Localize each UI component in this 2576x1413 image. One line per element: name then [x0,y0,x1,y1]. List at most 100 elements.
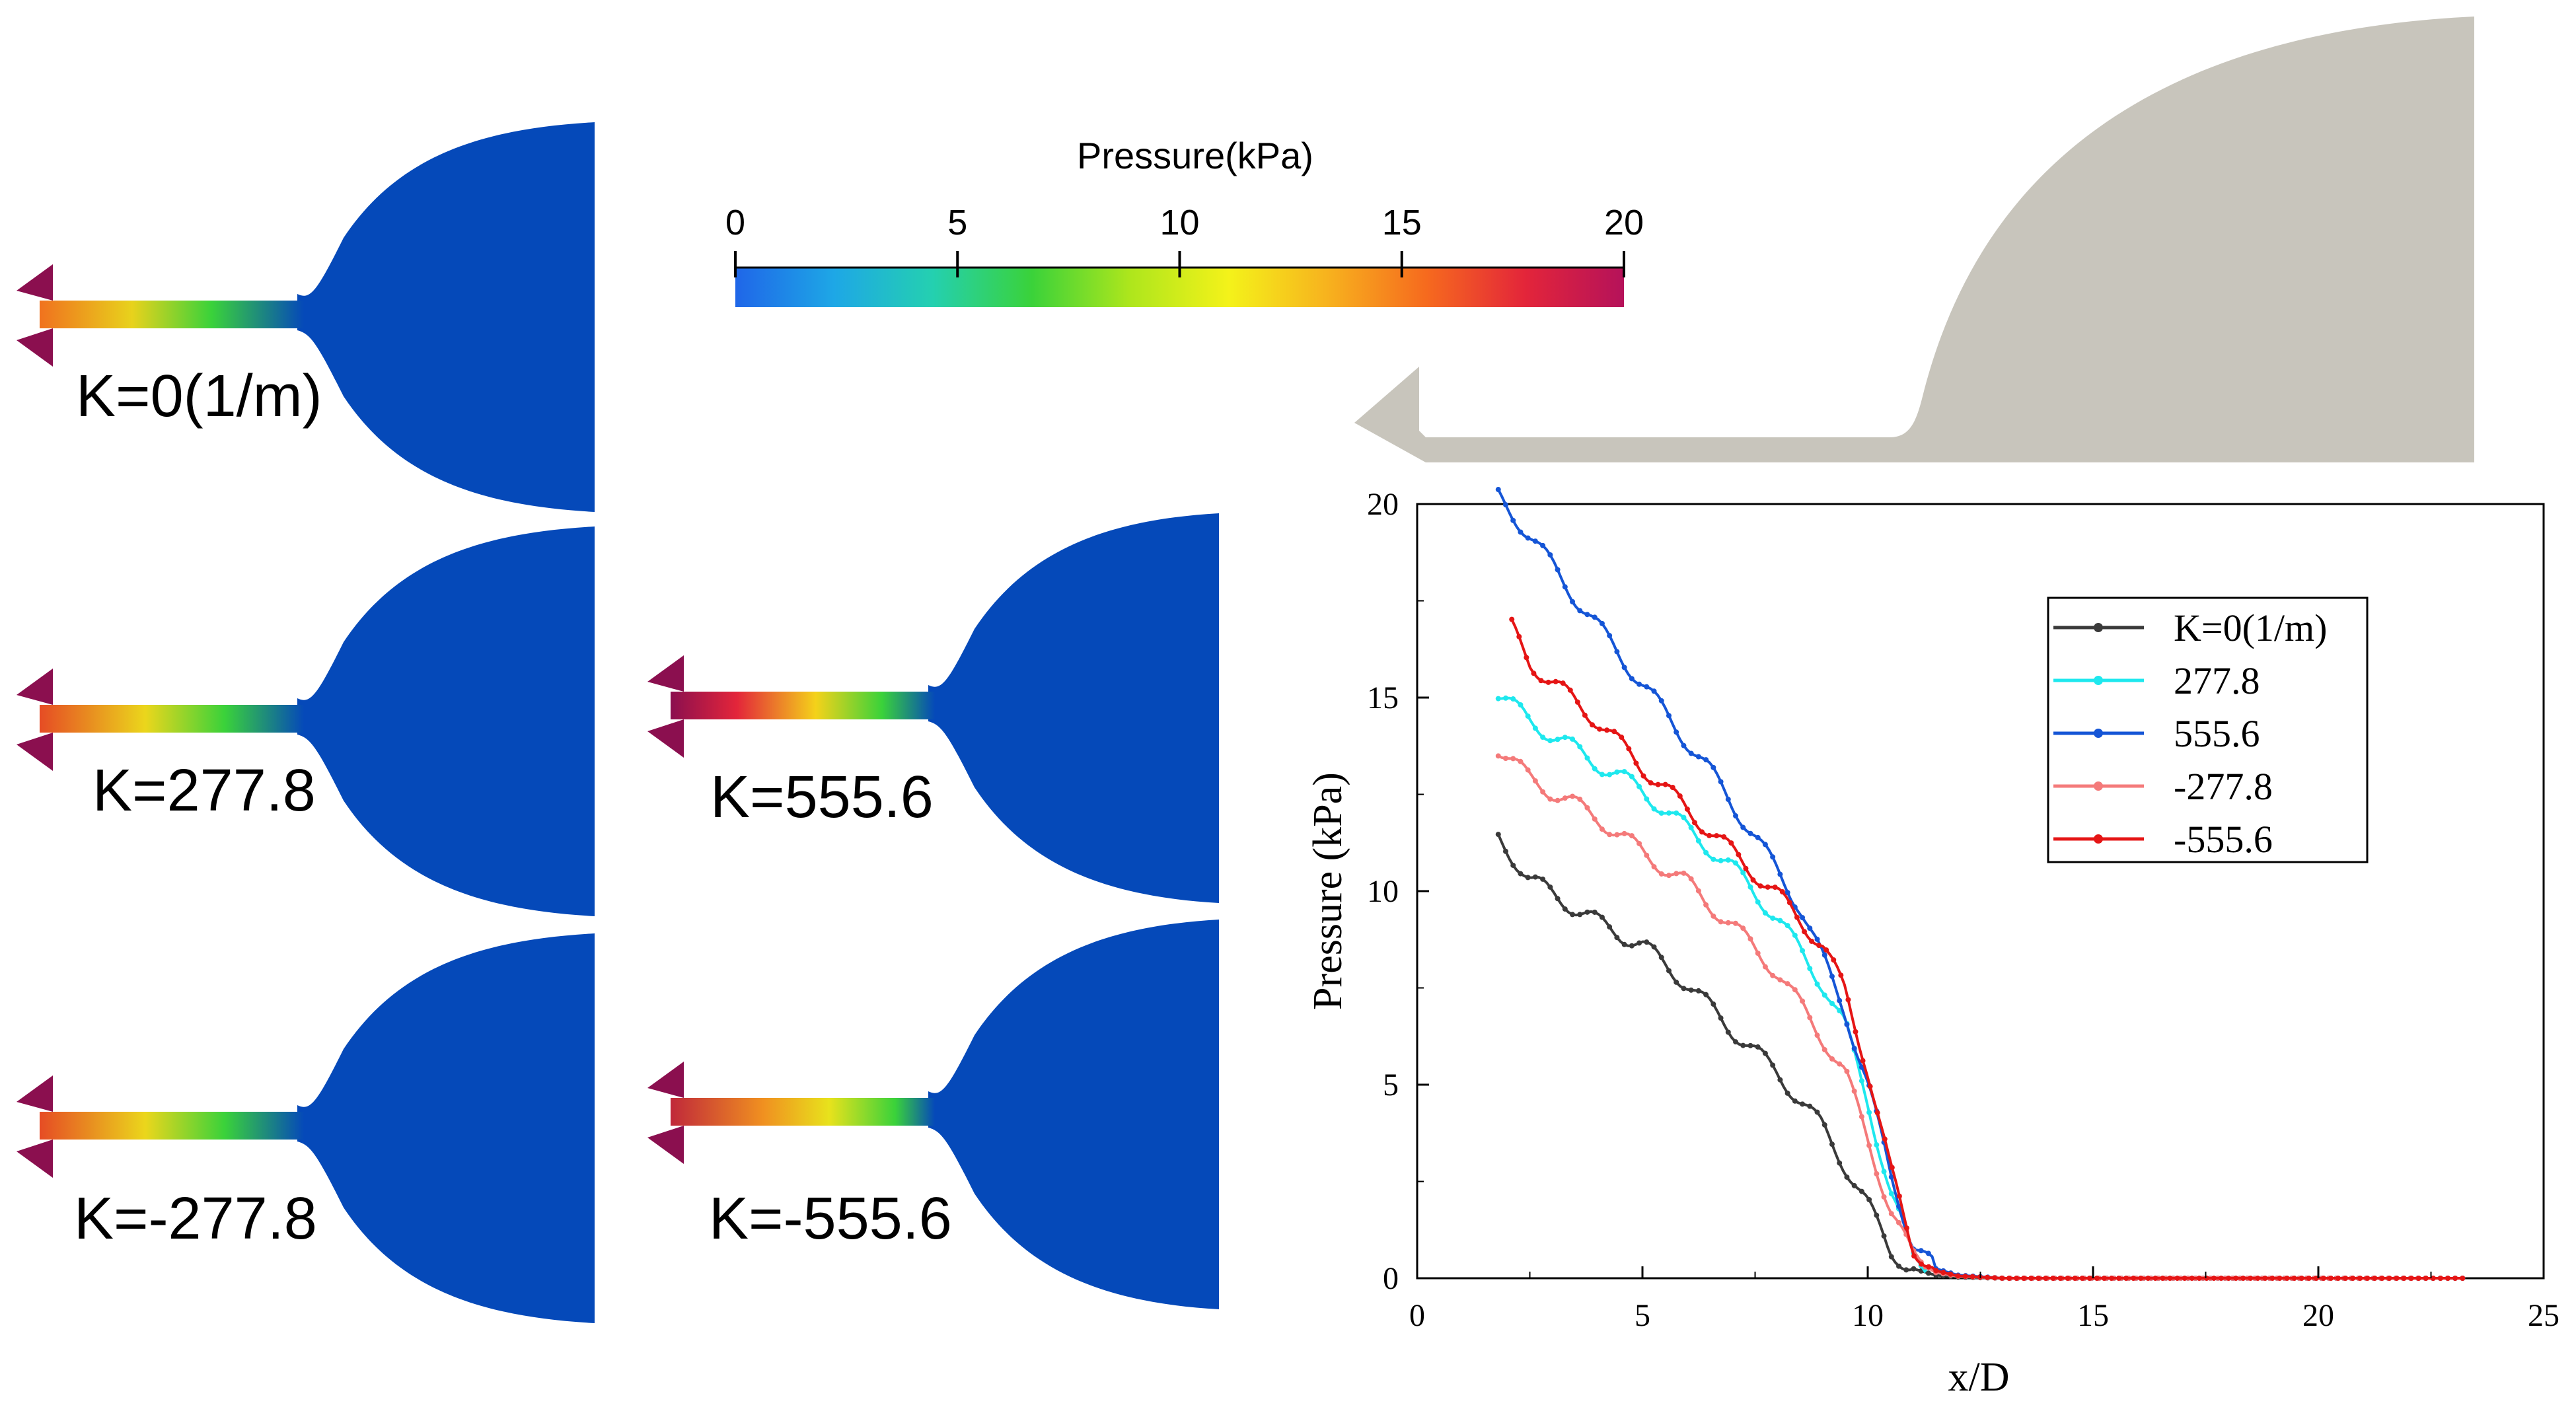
data-point [1851,1046,1857,1052]
data-point [1757,883,1763,889]
data-point [1940,1270,1946,1276]
data-point [1545,679,1551,685]
data-point [2357,1276,2363,1281]
data-point [1629,833,1635,839]
data-point [1733,1039,1739,1045]
data-point [1592,816,1598,822]
data-point [2116,1276,2121,1281]
data-point [1801,929,1807,935]
data-point [1531,670,1537,676]
data-point [1919,1261,1925,1267]
data-point [1785,1090,1790,1096]
colorbar-title: Pressure(kPa) [1077,135,1313,176]
data-point [1666,873,1672,879]
y-tick-label: 10 [1367,874,1399,909]
data-point [1582,712,1588,718]
data-point [1707,832,1712,838]
data-point [1607,633,1613,639]
data-point [1637,940,1642,946]
data-point [2299,1276,2304,1281]
sim-label: K=277.8 [92,758,316,824]
data-point [1516,634,1522,639]
data-point [1837,997,1843,1003]
data-point [1577,796,1583,802]
data-point [1837,1061,1843,1067]
data-point [1896,1193,1902,1199]
data-point [1651,806,1657,812]
data-point [2006,1276,2012,1281]
data-point [1599,826,1605,832]
data-point [1748,830,1753,836]
sim-panel-k277: K=277.8 [17,526,595,916]
data-point [1681,743,1687,748]
data-point [1518,529,1524,535]
data-point [1584,755,1590,761]
data-point [1695,888,1701,894]
geometry-outline [1354,17,2474,462]
colorbar-tick-label: 15 [1382,203,1422,242]
data-point [1755,899,1761,905]
sim-panel-km277: K=-277.8 [17,933,595,1323]
data-point [1502,502,1508,508]
data-point [1695,988,1701,994]
data-point [1584,805,1590,811]
data-point [1510,696,1516,702]
data-point [1592,909,1598,915]
data-point [2438,1276,2444,1281]
data-point [1765,884,1771,890]
data-point [1688,824,1694,830]
data-point [1540,735,1546,741]
data-point [1725,920,1731,925]
data-point [1881,1194,1887,1200]
data-point [1866,1143,1872,1149]
data-point [1525,767,1531,773]
x-tick-label: 15 [2077,1298,2109,1333]
data-point [1540,542,1546,548]
data-point [1733,920,1739,926]
bulb-shape [928,513,1219,903]
data-point [2145,1276,2151,1281]
data-point [1502,848,1508,854]
data-point [1644,852,1650,858]
data-point [1540,876,1546,882]
data-point [1728,840,1734,846]
data-point [1703,850,1709,855]
data-point [2101,1276,2107,1281]
data-point [1674,810,1679,816]
data-point [1903,1225,1909,1231]
data-point [1599,914,1605,920]
legend-marker [2094,729,2103,738]
legend-marker [2094,781,2103,791]
data-point [2028,1276,2034,1281]
data-point [1674,871,1679,877]
data-point [2379,1276,2385,1281]
data-point [1777,1077,1783,1083]
data-point [1874,1142,1880,1148]
data-point [1933,1268,1939,1274]
data-point [1955,1273,1961,1279]
data-point [1911,1266,1917,1272]
data-point [1770,972,1776,978]
data-point [1555,797,1561,803]
data-point [2233,1276,2239,1281]
bulb-shape [297,526,595,916]
sim-panel-k555: K=555.6 [647,513,1219,903]
sim-panel-km555: K=-555.6 [647,920,1219,1309]
data-point [2445,1276,2451,1281]
data-point [1510,517,1516,523]
data-point [1851,1088,1857,1094]
data-point [2452,1276,2458,1281]
tip-arrow [17,264,53,301]
data-point [1532,778,1538,784]
stem-shape [40,1112,304,1140]
data-point [2021,1276,2027,1281]
data-point [1837,1160,1843,1166]
data-point [1655,781,1661,787]
data-point [1740,870,1746,876]
legend-marker [2094,623,2103,632]
colorbar-ticks: 0 5 10 15 20 [725,203,1644,277]
data-point [1681,815,1687,820]
data-point [1670,785,1675,791]
data-point [1762,910,1768,916]
data-point [2043,1276,2049,1281]
